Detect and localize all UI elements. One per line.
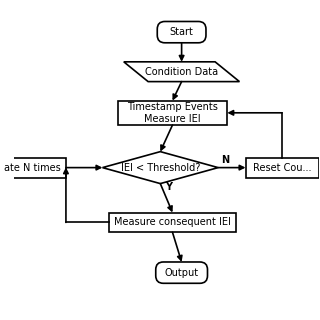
Text: Measure consequent IEI: Measure consequent IEI bbox=[114, 217, 231, 228]
Text: Y: Y bbox=[165, 182, 172, 192]
Text: N: N bbox=[221, 155, 229, 165]
Text: Start: Start bbox=[170, 27, 194, 37]
FancyBboxPatch shape bbox=[157, 21, 206, 43]
Text: IEI < Threshold?: IEI < Threshold? bbox=[121, 163, 200, 172]
Text: ate N times: ate N times bbox=[4, 163, 61, 172]
Text: Condition Data: Condition Data bbox=[145, 67, 218, 77]
Polygon shape bbox=[124, 62, 239, 82]
Bar bbox=[245, 158, 319, 178]
Text: Timestamp Events
Measure IEI: Timestamp Events Measure IEI bbox=[127, 102, 218, 124]
Bar bbox=[108, 212, 236, 232]
Text: Output: Output bbox=[164, 268, 199, 278]
Polygon shape bbox=[102, 152, 218, 184]
FancyBboxPatch shape bbox=[156, 262, 207, 283]
Bar bbox=[118, 100, 227, 125]
Bar bbox=[0, 158, 66, 178]
Text: Reset Cou...: Reset Cou... bbox=[253, 163, 311, 172]
